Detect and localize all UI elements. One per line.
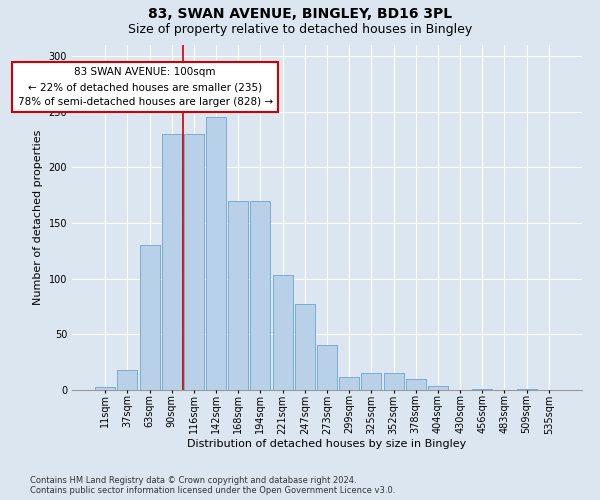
Bar <box>140 246 160 390</box>
Text: Contains HM Land Registry data © Crown copyright and database right 2024.
Contai: Contains HM Land Registry data © Crown c… <box>30 476 395 495</box>
Bar <box>517 389 536 390</box>
Bar <box>162 134 182 390</box>
Bar <box>472 389 492 390</box>
Bar <box>118 370 137 390</box>
Text: 83, SWAN AVENUE, BINGLEY, BD16 3PL: 83, SWAN AVENUE, BINGLEY, BD16 3PL <box>148 8 452 22</box>
Bar <box>206 118 226 390</box>
Bar <box>428 386 448 390</box>
Bar <box>250 201 271 390</box>
Bar <box>95 386 115 390</box>
Bar <box>272 276 293 390</box>
Bar <box>406 379 426 390</box>
Bar <box>184 134 204 390</box>
Bar <box>228 201 248 390</box>
Bar <box>162 134 182 390</box>
Bar <box>383 374 404 390</box>
Bar <box>317 346 337 390</box>
Bar <box>184 134 204 390</box>
Bar <box>250 201 271 390</box>
Bar <box>472 389 492 390</box>
Y-axis label: Number of detached properties: Number of detached properties <box>33 130 43 305</box>
Bar <box>228 201 248 390</box>
Bar <box>295 304 315 390</box>
Bar <box>95 386 115 390</box>
Bar <box>140 246 160 390</box>
Bar <box>361 374 382 390</box>
Bar <box>383 374 404 390</box>
Text: Size of property relative to detached houses in Bingley: Size of property relative to detached ho… <box>128 22 472 36</box>
Bar <box>406 379 426 390</box>
Bar <box>118 370 137 390</box>
Bar <box>272 276 293 390</box>
Bar <box>517 389 536 390</box>
Bar <box>206 118 226 390</box>
Text: 83 SWAN AVENUE: 100sqm
← 22% of detached houses are smaller (235)
78% of semi-de: 83 SWAN AVENUE: 100sqm ← 22% of detached… <box>17 68 272 107</box>
Bar <box>317 346 337 390</box>
Bar <box>295 304 315 390</box>
Bar <box>361 374 382 390</box>
Bar <box>428 386 448 390</box>
Bar <box>339 376 359 390</box>
Bar <box>339 376 359 390</box>
X-axis label: Distribution of detached houses by size in Bingley: Distribution of detached houses by size … <box>187 439 467 449</box>
